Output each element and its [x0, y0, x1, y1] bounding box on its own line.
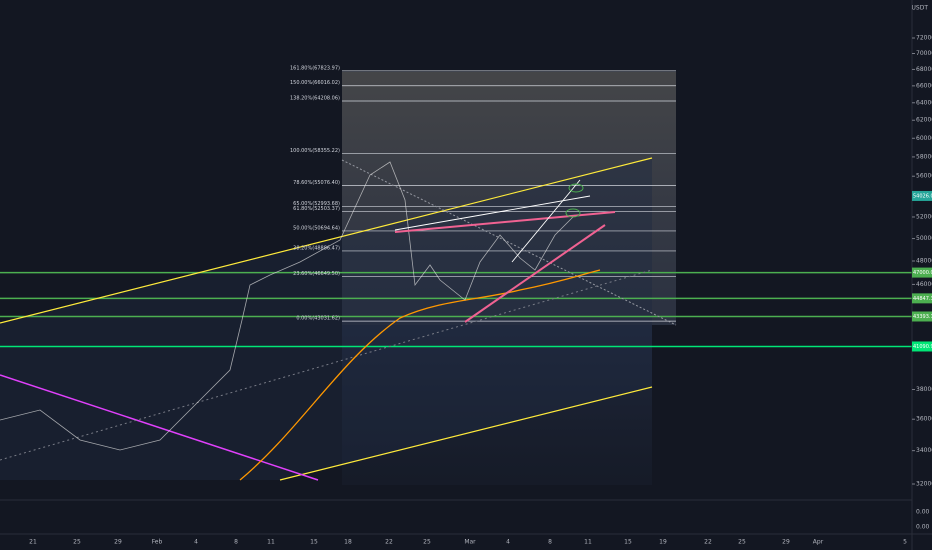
x-tick-label: 15 — [310, 539, 318, 546]
x-tick-label: 11 — [584, 539, 592, 546]
y-tick-label: 58000.00 — [916, 153, 932, 160]
price-path — [0, 319, 243, 451]
x-tick-label: 25 — [73, 539, 81, 546]
trend-line — [0, 374, 319, 481]
y-tick-label: 70000.00 — [916, 50, 932, 57]
y-tick-label: 34000.00 — [916, 447, 932, 454]
fib-label: 61.80%(52503.37) — [293, 206, 340, 212]
x-tick-label: 8 — [234, 539, 238, 546]
x-tick-label: 19 — [659, 539, 667, 546]
channel-fill — [342, 325, 652, 485]
y-tick-label: 32000.00 — [916, 481, 932, 488]
y-tick-label: 36000.00 — [916, 416, 932, 423]
x-tick-label: 5 — [903, 539, 907, 546]
price-label: 41090.98 — [913, 344, 932, 350]
x-tick-label: 29 — [114, 539, 122, 546]
fib-label: 0.00%(43031.62) — [296, 316, 340, 322]
x-tick-label: 4 — [506, 539, 510, 546]
x-tick-label: Feb — [152, 539, 163, 546]
y-tick-label: 64000.00 — [916, 99, 932, 106]
y-tick-label: 38000.00 — [916, 386, 932, 393]
y-tick-label: 56000.00 — [916, 173, 932, 180]
price-label: 44847.39 — [913, 296, 932, 302]
x-tick-label: 29 — [782, 539, 790, 546]
y-tick-label: 62000.00 — [916, 117, 932, 124]
highlight — [565, 208, 581, 218]
y-tick-label: 48000.00 — [916, 258, 932, 265]
price-path — [241, 161, 576, 321]
white-line — [394, 195, 591, 231]
x-tick-label: 22 — [704, 539, 712, 546]
drawing-layer — [0, 72, 676, 485]
x-tick-label: 22 — [385, 539, 393, 546]
fib-label: 50.00%(50694.64) — [293, 225, 340, 231]
highlight — [568, 183, 584, 193]
price-label: 43393.19 — [913, 314, 932, 320]
y-tick-label: 52000.00 — [916, 213, 932, 220]
moving-average — [239, 269, 601, 481]
x-tick-label: 21 — [29, 539, 37, 546]
volume-tick-label: 0.00 — [916, 509, 930, 516]
currency-label: USDT — [912, 5, 929, 12]
y-tick-label: 46000.00 — [916, 281, 932, 288]
y-tick-label: 68000.00 — [916, 66, 932, 73]
channel-upper — [0, 157, 653, 324]
price-label-box — [912, 267, 932, 278]
x-tick-label: 15 — [624, 539, 632, 546]
fib-label: 138.20%(64208.06) — [290, 95, 340, 101]
fib-label: 23.60%(46649.50) — [293, 271, 340, 277]
x-tick-label: 18 — [344, 539, 352, 546]
price-label-box — [912, 341, 932, 352]
x-tick-label: Mar — [464, 539, 476, 546]
volume-tick-label: 0.00 — [916, 524, 930, 531]
fib-label: 38.20%(48886.47) — [293, 245, 340, 251]
fib-label: 150.00%(66016.02) — [290, 80, 340, 86]
y-tick-label: 72000.00 — [916, 35, 932, 42]
price-label: 54026.06 — [913, 193, 932, 199]
x-tick-label: 4 — [194, 539, 198, 546]
drawing-layer — [0, 70, 912, 348]
fib-label: 78.60%(55076.40) — [293, 180, 340, 186]
x-tick-label: 25 — [423, 539, 431, 546]
x-tick-label: 8 — [548, 539, 552, 546]
x-tick-label: 25 — [738, 539, 746, 546]
price-label-box — [912, 293, 932, 304]
dotted-line — [0, 269, 653, 461]
pink-line — [464, 224, 606, 323]
y-tick-label: 66000.00 — [916, 82, 932, 89]
price-label-box — [912, 311, 932, 322]
fib-label: 65.00%(52993.68) — [293, 201, 340, 207]
y-tick-label: 50000.00 — [916, 235, 932, 242]
channel-area — [0, 158, 652, 480]
price-label-box — [912, 190, 932, 201]
x-tick-label: 11 — [267, 539, 275, 546]
channel-lower — [279, 386, 653, 481]
y-tick-label: 60000.00 — [916, 135, 932, 142]
x-tick-label: Apr — [813, 539, 824, 546]
fib-label: 100.00%(58355.22) — [290, 148, 340, 154]
fib-label: 161.80%(67823.97) — [290, 65, 340, 71]
price-label: 47000.00 — [913, 270, 932, 276]
fib-box — [342, 72, 676, 325]
white-line — [511, 179, 581, 263]
